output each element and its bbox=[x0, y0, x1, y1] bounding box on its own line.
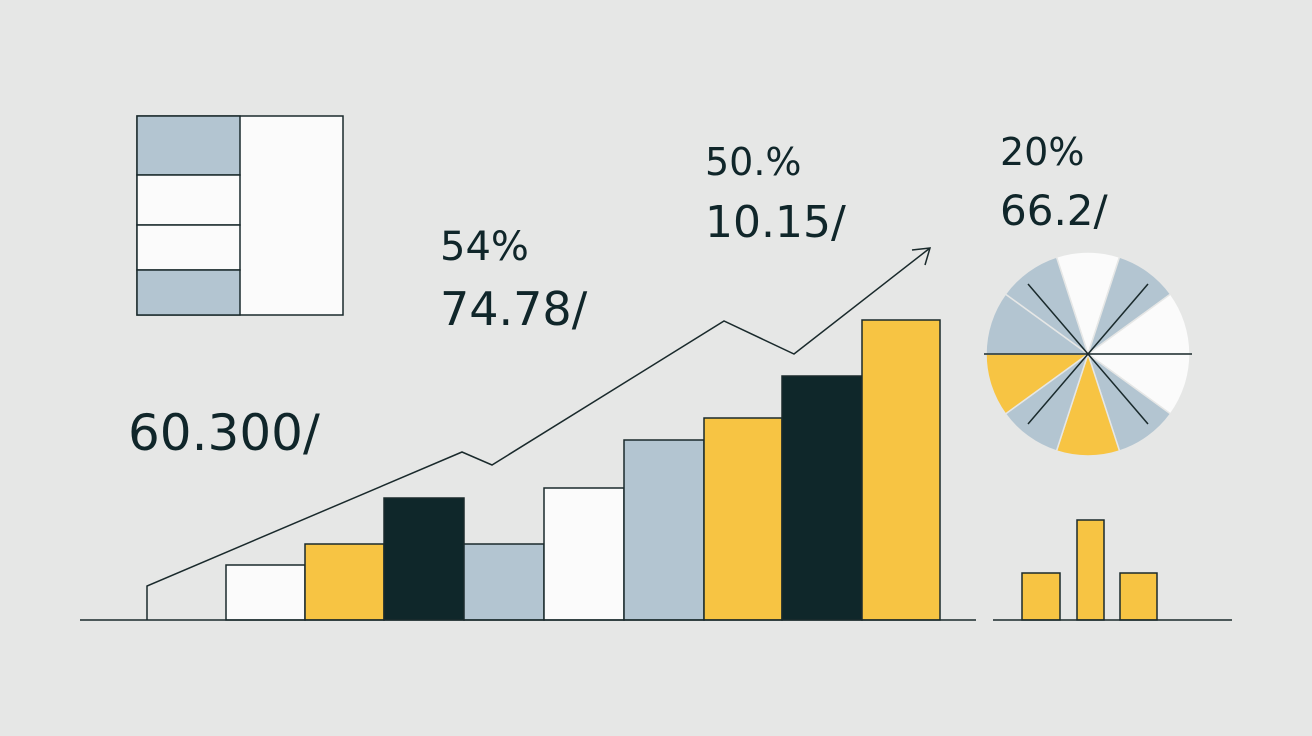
table-icon bbox=[136, 115, 344, 316]
bar-group bbox=[225, 319, 941, 621]
small-bars bbox=[993, 519, 1232, 621]
pie-icon bbox=[984, 251, 1192, 457]
mid-bottom-label: 74.78/ bbox=[440, 282, 588, 336]
right-bottom-label: 66.2/ bbox=[1000, 186, 1109, 235]
trend-line bbox=[146, 247, 931, 620]
center-bottom-label: 10.15/ bbox=[705, 197, 846, 248]
center-top-label: 50.% bbox=[705, 140, 802, 184]
mid-top-label: 54% bbox=[440, 224, 529, 270]
pie-spoke bbox=[1027, 283, 1149, 425]
arrow-head bbox=[911, 247, 932, 266]
right-top-label: 20% bbox=[1000, 130, 1084, 174]
left-value: 60.300/ bbox=[128, 404, 320, 462]
